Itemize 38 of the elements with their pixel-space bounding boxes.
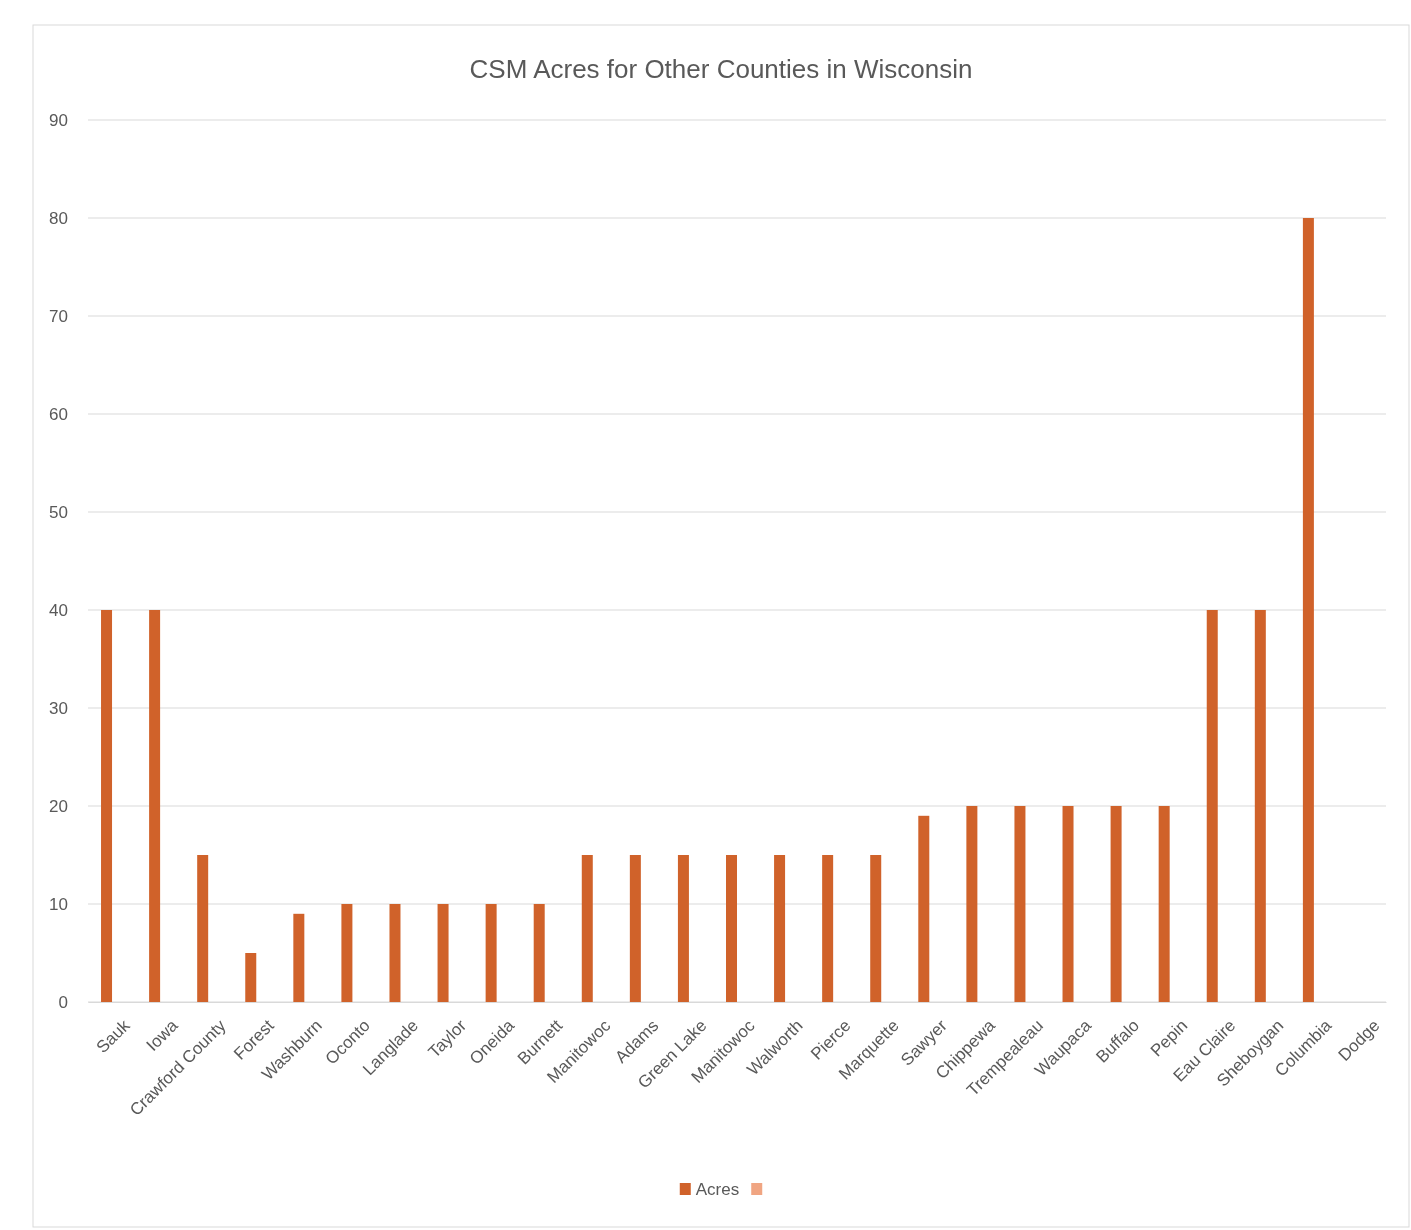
y-tick-label: 90 — [49, 110, 68, 130]
bar — [149, 610, 161, 1002]
bar — [245, 953, 257, 1002]
bar — [389, 904, 401, 1002]
bar — [341, 904, 353, 1002]
bar — [485, 904, 497, 1002]
y-tick-label: 60 — [49, 404, 68, 424]
bar — [870, 855, 882, 1002]
y-tick-label: 80 — [49, 208, 68, 228]
chart-title: CSM Acres for Other Counties in Wisconsin — [469, 54, 973, 84]
bar — [1206, 610, 1218, 1002]
bar — [1110, 806, 1122, 1002]
bar — [822, 855, 834, 1002]
y-tick-label: 30 — [49, 698, 68, 718]
y-tick-label: 0 — [58, 992, 68, 1012]
bar — [726, 855, 737, 1002]
bar — [677, 855, 689, 1002]
y-tick-label: 40 — [49, 600, 68, 620]
y-tick-label: 20 — [49, 796, 68, 816]
bar — [629, 855, 641, 1002]
y-tick-label: 50 — [49, 502, 68, 522]
bar — [1014, 806, 1026, 1002]
bar — [1302, 218, 1314, 1002]
y-tick-label: 70 — [49, 306, 68, 326]
bar — [966, 806, 978, 1002]
bar — [581, 855, 593, 1002]
bar — [197, 855, 209, 1002]
legend-label: Acres — [695, 1180, 740, 1199]
bar — [533, 904, 545, 1002]
bar — [1158, 806, 1170, 1002]
bar — [1062, 806, 1074, 1002]
bar — [918, 815, 930, 1002]
y-tick-label: 10 — [49, 894, 68, 914]
bar — [774, 855, 786, 1002]
bar — [101, 610, 113, 1002]
bar — [437, 904, 449, 1002]
bar — [293, 913, 305, 1002]
bar — [1254, 610, 1266, 1002]
